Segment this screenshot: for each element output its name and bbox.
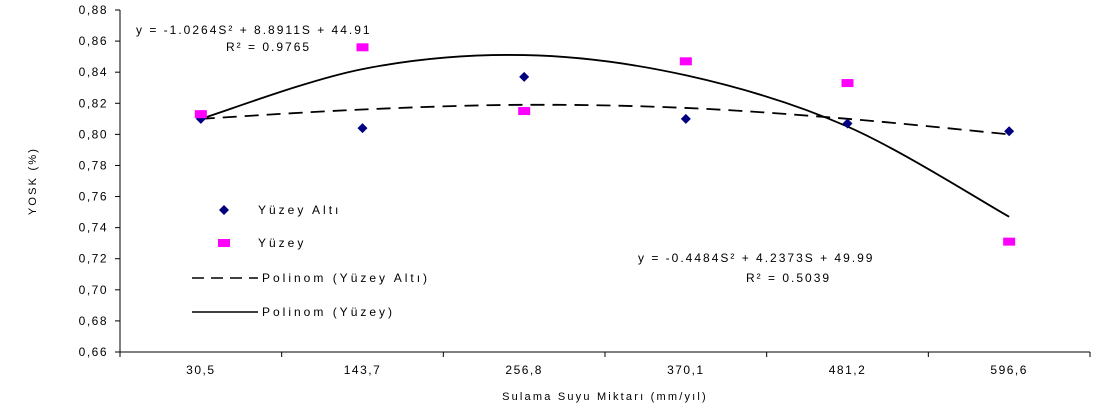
trendline-yuzey-alti xyxy=(200,103,1010,136)
data-point-yuzey-alti xyxy=(519,71,530,82)
trendline-yuzey xyxy=(200,54,1010,218)
data-point-yuzey xyxy=(518,107,531,116)
x-tick-labels: 30,5 143,7 256,8 370,1 481,2 596,6 xyxy=(119,352,1091,377)
legend-item-polinom-yuzey-alti: Polinom (Yüzey Altı) xyxy=(192,271,430,285)
y-tick-label: 0,76 xyxy=(79,190,108,204)
x-tick-label: 143,7 xyxy=(344,363,382,377)
data-point-yuzey xyxy=(194,110,207,119)
data-point-yuzey-alti xyxy=(842,118,853,129)
y-tick-label: 0,84 xyxy=(79,65,108,79)
data-points xyxy=(194,43,1016,246)
legend-item-polinom-yuzey: Polinom (Yüzey) xyxy=(192,305,395,319)
x-tick-label: 370,1 xyxy=(667,363,705,377)
data-point-yuzey xyxy=(356,43,369,52)
y-tick-label: 0,66 xyxy=(79,345,108,359)
x-tick-label: 256,8 xyxy=(505,363,543,377)
legend-diamond-marker xyxy=(219,205,229,215)
y-tick-label: 0,68 xyxy=(79,314,108,328)
x-tick-label: 596,6 xyxy=(990,363,1028,377)
legend: Yüzey Altı Yüzey Polinom (Yüzey Altı) Po… xyxy=(192,203,430,319)
y-tick-label: 0,82 xyxy=(79,96,108,110)
equation-yuzey-alti: y = -0.4484S² + 4.2373S + 49.99 xyxy=(638,251,874,265)
data-point-yuzey xyxy=(1003,237,1016,246)
y-tick-label: 0,70 xyxy=(79,283,108,297)
y-tick-label: 0,72 xyxy=(79,252,108,266)
y-axis-label: YOSK (%) xyxy=(27,147,39,215)
trendlines xyxy=(200,54,1010,218)
y-tick-label: 0,74 xyxy=(79,221,108,235)
r-squared-yuzey-alti: R² = 0.5039 xyxy=(746,271,831,285)
legend-label-polinom-yuzey: Polinom (Yüzey) xyxy=(262,305,395,319)
trendline-equations: y = -1.0264S² + 8.8911S + 44.91 R² = 0.9… xyxy=(136,23,874,285)
y-tick-label: 0,88 xyxy=(79,3,108,17)
equation-yuzey: y = -1.0264S² + 8.8911S + 44.91 xyxy=(136,23,372,37)
legend-square-marker xyxy=(218,239,230,247)
legend-item-yuzey: Yüzey xyxy=(218,236,306,250)
y-tick-label: 0,80 xyxy=(79,127,108,141)
data-point-yuzey-alti xyxy=(357,123,368,134)
r-squared-yuzey: R² = 0.9765 xyxy=(226,40,311,54)
legend-label-yuzey-alti: Yüzey Altı xyxy=(258,203,341,217)
legend-label-yuzey: Yüzey xyxy=(258,236,306,250)
x-tick-label: 481,2 xyxy=(829,363,867,377)
data-point-yuzey xyxy=(841,79,854,88)
y-tick-label: 0,78 xyxy=(79,158,108,172)
data-point-yuzey-alti xyxy=(1004,126,1015,137)
y-tick-labels: 0,66 0,68 0,70 0,72 0,74 0,76 0,78 0,80 0,82 0,84… xyxy=(79,3,120,359)
legend-item-yuzey-alti: Yüzey Altı xyxy=(219,203,341,217)
x-axis-label: Sulama Suyu Miktarı (mm/yıl) xyxy=(502,391,708,403)
x-tick-label: 30,5 xyxy=(186,363,215,377)
legend-label-polinom-yuzey-alti: Polinom (Yüzey Altı) xyxy=(262,271,430,285)
data-point-yuzey xyxy=(679,57,692,66)
y-tick-label: 0,86 xyxy=(79,34,108,48)
data-point-yuzey-alti xyxy=(680,113,691,124)
